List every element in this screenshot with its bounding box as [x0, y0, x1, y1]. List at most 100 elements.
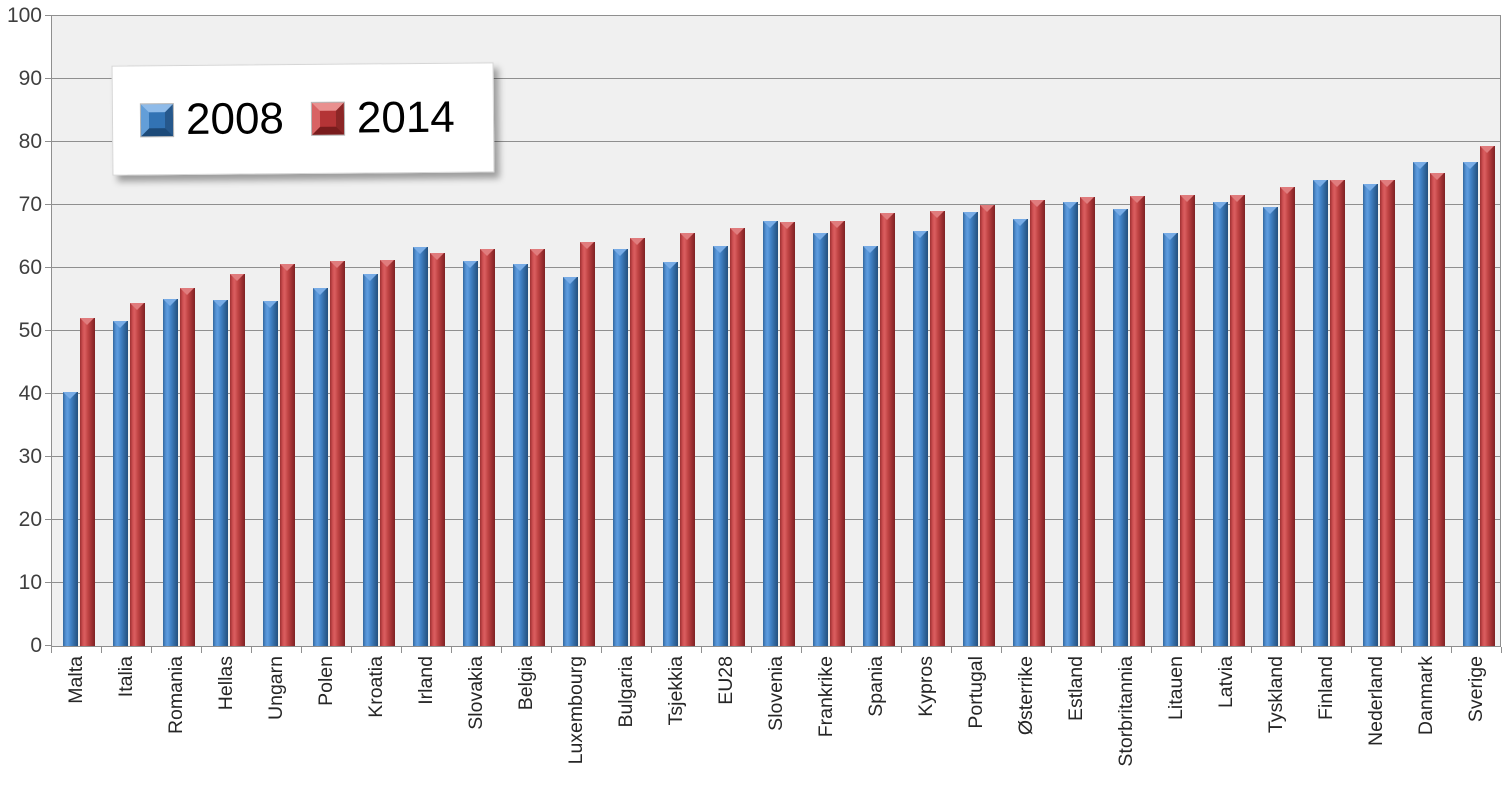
- bar-2008-kypros: [913, 231, 928, 646]
- bar-2014-portugal: [980, 205, 995, 646]
- y-axis-tick-label: 10: [18, 571, 42, 594]
- bar-2014-estland: [1080, 197, 1095, 646]
- x-axis-tick: [1451, 647, 1452, 653]
- bar-2008-osterrike: [1013, 219, 1028, 646]
- bar-2014-polen: [330, 261, 345, 646]
- bar-2014-frankrike: [830, 221, 845, 646]
- legend: 2008 2014: [111, 62, 495, 176]
- x-axis-tick: [501, 647, 502, 653]
- x-axis-category-label: Kroatia: [365, 656, 387, 718]
- x-axis-category-label: Romania: [165, 656, 187, 735]
- bar-2008-spania: [863, 246, 878, 646]
- bar-2014-luxembourg: [580, 242, 595, 646]
- x-axis-tick: [1351, 647, 1352, 653]
- x-axis-tick: [451, 647, 452, 653]
- y-axis-tick-label: 30: [18, 445, 42, 468]
- bar-2008-belgia: [513, 264, 528, 646]
- x-axis-category-label: Danmark: [1415, 656, 1437, 736]
- x-axis-tick: [201, 647, 202, 653]
- bar-2014-tyskland: [1280, 187, 1295, 646]
- y-axis-tick-label: 40: [18, 382, 42, 405]
- gridline: [52, 141, 1500, 142]
- x-axis-tick: [601, 647, 602, 653]
- bar-2014-ungarn: [280, 264, 295, 646]
- bar-2008-litauen: [1163, 233, 1178, 646]
- y-axis-tick: [45, 15, 51, 16]
- y-axis-tick: [45, 456, 51, 457]
- x-axis-category-label: Slovakia: [465, 656, 487, 730]
- bar-2014-sverige: [1480, 146, 1495, 646]
- y-axis-tick-label: 20: [18, 508, 42, 531]
- bar-2008-slovenia: [763, 221, 778, 646]
- x-axis-category-label: EU28: [715, 656, 737, 705]
- legend-item-2008: 2008: [139, 94, 285, 145]
- y-axis-tick: [45, 141, 51, 142]
- x-axis-tick: [1401, 647, 1402, 653]
- bar-2014-eu28: [730, 228, 745, 646]
- bar-2014-osterrike: [1030, 200, 1045, 646]
- x-axis-tick: [1201, 647, 1202, 653]
- bar-2014-kypros: [930, 211, 945, 646]
- x-axis-category-label: Storbritannia: [1115, 656, 1137, 767]
- y-axis-tick-label: 50: [18, 319, 42, 342]
- legend-swatch-2008-icon: [139, 103, 175, 138]
- plot-area: [51, 15, 1501, 647]
- x-axis-category-label: Portugal: [965, 656, 987, 729]
- y-axis-tick: [45, 78, 51, 79]
- bar-2008-estland: [1063, 202, 1078, 646]
- x-axis-category-label: Kypros: [915, 656, 937, 717]
- x-axis-tick: [751, 647, 752, 653]
- bar-2014-romania: [180, 288, 195, 646]
- x-axis-tick: [701, 647, 702, 653]
- bar-2008-ungarn: [263, 301, 278, 646]
- bar-2008-polen: [313, 288, 328, 646]
- y-axis-tick: [45, 582, 51, 583]
- legend-label-2014: 2014: [356, 92, 455, 143]
- bar-2008-tsjekkia: [663, 262, 678, 646]
- x-axis-tick: [1051, 647, 1052, 653]
- legend-swatch-2014-icon: [310, 101, 346, 136]
- y-axis-tick: [45, 393, 51, 394]
- x-axis-category-label: Luxembourg: [565, 656, 587, 765]
- x-axis-tick: [1501, 647, 1502, 653]
- bar-2014-slovakia: [480, 249, 495, 646]
- legend-item-2014: 2014: [310, 92, 455, 143]
- gridline: [52, 78, 1500, 79]
- x-axis-category-label: Spania: [865, 656, 887, 717]
- bar-2014-finland: [1330, 180, 1345, 646]
- x-axis-tick: [951, 647, 952, 653]
- bar-2014-irland: [430, 253, 445, 646]
- x-axis-category-label: Belgia: [515, 656, 537, 711]
- x-axis-tick: [1251, 647, 1252, 653]
- bar-2008-eu28: [713, 246, 728, 646]
- bar-2008-hellas: [213, 300, 228, 646]
- bar-2008-nederland: [1363, 184, 1378, 646]
- x-axis-tick: [101, 647, 102, 653]
- bar-2008-irland: [413, 247, 428, 646]
- x-axis-tick: [351, 647, 352, 653]
- y-axis-tick-label: 0: [30, 634, 42, 657]
- x-axis-tick: [401, 647, 402, 653]
- bar-2008-sverige: [1463, 162, 1478, 646]
- x-axis-category-label: Latvia: [1215, 656, 1237, 709]
- x-axis-category-label: Estland: [1065, 656, 1087, 722]
- y-axis-tick-label: 80: [18, 130, 42, 153]
- bar-2014-tsjekkia: [680, 233, 695, 646]
- legend-label-2008: 2008: [185, 94, 285, 145]
- bar-2008-finland: [1313, 180, 1328, 646]
- x-axis-tick: [51, 647, 52, 653]
- bar-2008-bulgaria: [613, 249, 628, 646]
- bar-2008-kroatia: [363, 274, 378, 646]
- x-axis-category-label: Irland: [415, 656, 437, 705]
- x-axis-tick: [1151, 647, 1152, 653]
- x-axis-category-label: Ungarn: [265, 656, 287, 720]
- y-axis-tick-label: 100: [6, 4, 42, 27]
- x-axis-tick: [301, 647, 302, 653]
- bar-2008-tyskland: [1263, 207, 1278, 646]
- bar-2014-nederland: [1380, 180, 1395, 646]
- bar-2014-italia: [130, 303, 145, 646]
- x-axis-tick: [801, 647, 802, 653]
- y-axis-tick-label: 90: [18, 67, 42, 90]
- bar-2014-latvia: [1230, 195, 1245, 646]
